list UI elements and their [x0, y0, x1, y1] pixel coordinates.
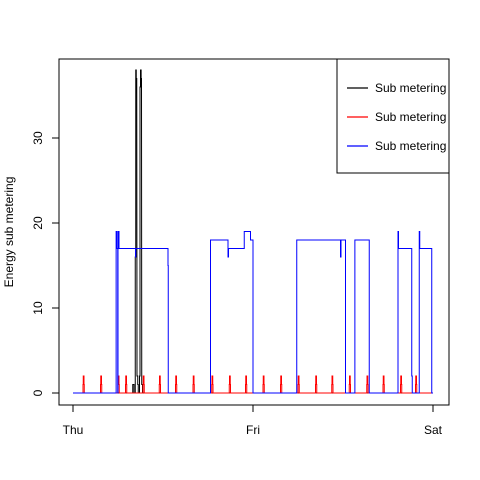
y-tick-label-2: 20: [31, 216, 45, 230]
y-tick-label-3: 30: [31, 131, 45, 145]
series-line-1: [73, 375, 433, 394]
y-tick-label-0: 0: [31, 389, 45, 396]
series-line-2: [73, 231, 433, 394]
y-tick-label-1: 10: [31, 301, 45, 315]
legend-label-2: Sub metering: [375, 139, 446, 153]
y-axis-label: Energy sub metering: [2, 177, 16, 288]
series-layer: [73, 69, 433, 394]
x-tick-label-0: Thu: [63, 423, 84, 437]
legend-label-1: Sub metering: [375, 110, 446, 124]
x-tick-label-2: Sat: [424, 423, 443, 437]
legend-box: [336, 58, 450, 174]
y-axis: 0 10 20 30: [31, 131, 60, 396]
x-tick-label-1: Fri: [246, 423, 260, 437]
legend-label-0: Sub metering: [375, 81, 446, 95]
legend: Sub metering Sub metering Sub metering: [336, 58, 450, 174]
x-axis: Thu Fri Sat: [63, 404, 443, 437]
